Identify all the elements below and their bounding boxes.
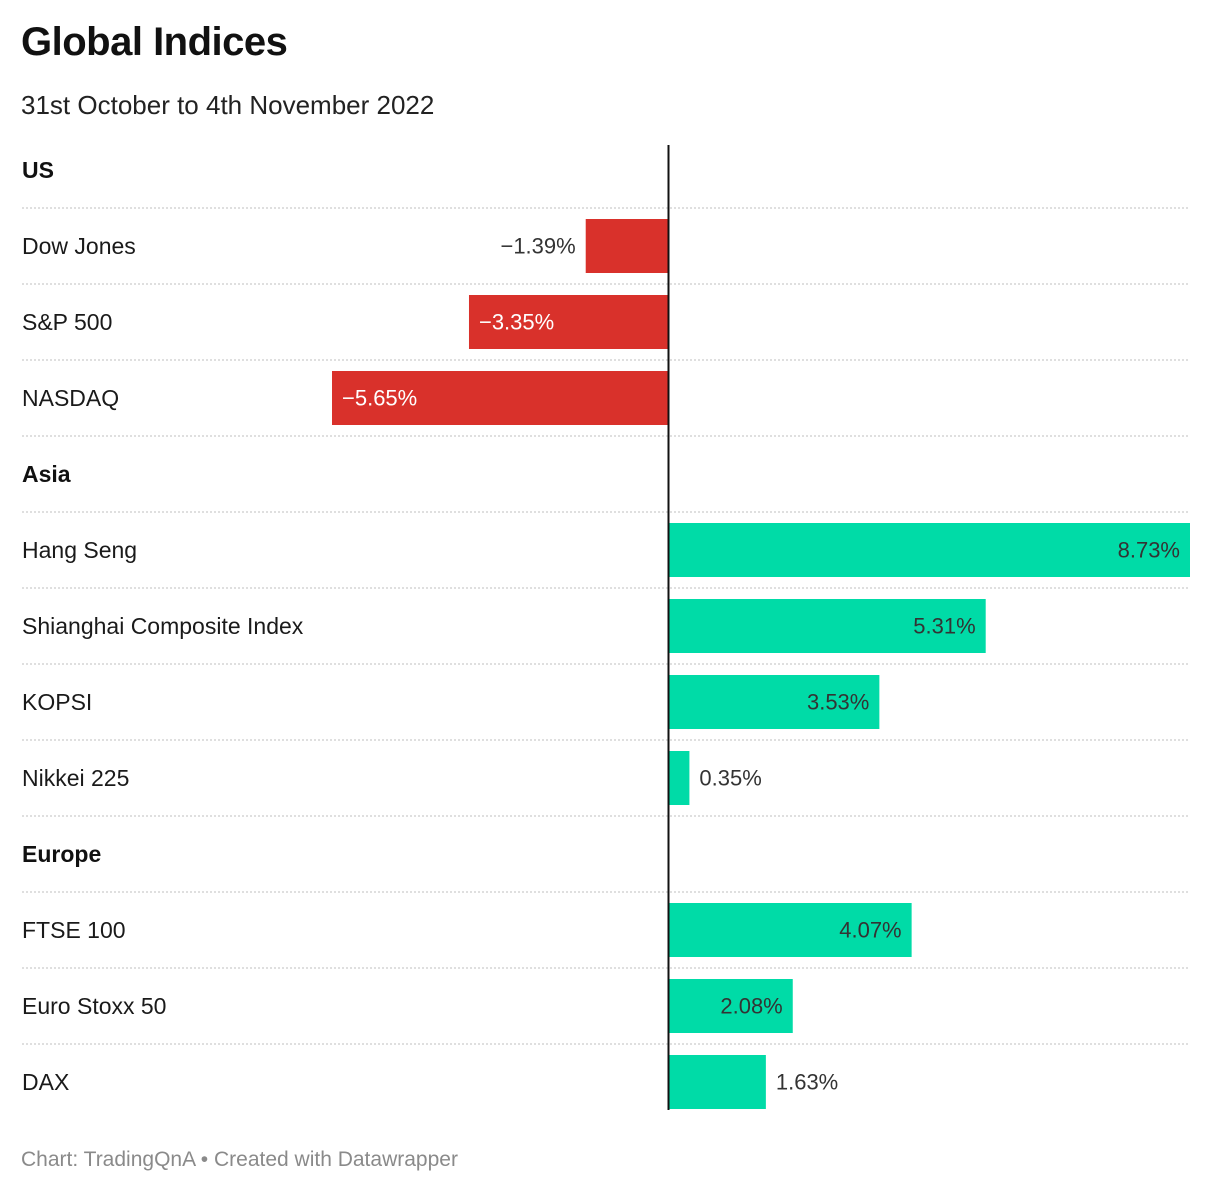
row-label: DAX (22, 1069, 69, 1095)
data-label: 1.63% (776, 1070, 838, 1095)
data-label: −3.35% (479, 310, 554, 335)
bar (468, 295, 669, 349)
row-label: Hang Seng (22, 537, 137, 563)
datawrapper-credit: Created with Datawrapper (213, 1148, 458, 1171)
data-label: 8.73% (1118, 538, 1180, 563)
chart-subtitle: 31st October to 4th November 2022 (21, 90, 435, 120)
row-label: Euro Stoxx 50 (22, 993, 166, 1019)
row-label: Nikkei 225 (22, 765, 129, 791)
bar (668, 1055, 766, 1109)
data-label: 5.31% (913, 614, 975, 639)
row-label: FTSE 100 (22, 917, 126, 943)
data-label: −1.39% (500, 234, 575, 259)
data-label: 4.07% (839, 918, 901, 943)
bar (668, 599, 986, 653)
group-label-europe: Europe (22, 841, 101, 867)
data-label: 3.53% (807, 690, 869, 715)
data-label: −5.65% (342, 386, 417, 411)
row-label: S&P 500 (22, 309, 112, 335)
row-label: Dow Jones (22, 233, 136, 259)
bar (332, 371, 669, 425)
row-label: NASDAQ (22, 385, 119, 411)
bar (668, 979, 793, 1033)
data-label: 2.08% (720, 994, 782, 1019)
group-label-asia: Asia (22, 461, 71, 487)
data-label: 0.35% (699, 766, 761, 791)
bar (668, 523, 1190, 577)
bar (668, 751, 690, 805)
bar (668, 903, 912, 957)
group-label-us: US (22, 157, 54, 183)
row-label: KOPSI (22, 689, 92, 715)
bar (585, 219, 669, 273)
source-credit: Chart: TradingQnA (21, 1148, 195, 1171)
bar (668, 675, 880, 729)
bar-chart: US Dow Jones −1.39% S&P 500 −3.35% NASDAQ −5.6… (22, 145, 1190, 1110)
row-label: Shianghai Composite Index (22, 613, 304, 639)
footer-separator: • (200, 1148, 209, 1171)
chart-footer: Chart: TradingQnA • Created with Datawra… (21, 1148, 458, 1172)
chart-title: Global Indices (21, 20, 288, 64)
